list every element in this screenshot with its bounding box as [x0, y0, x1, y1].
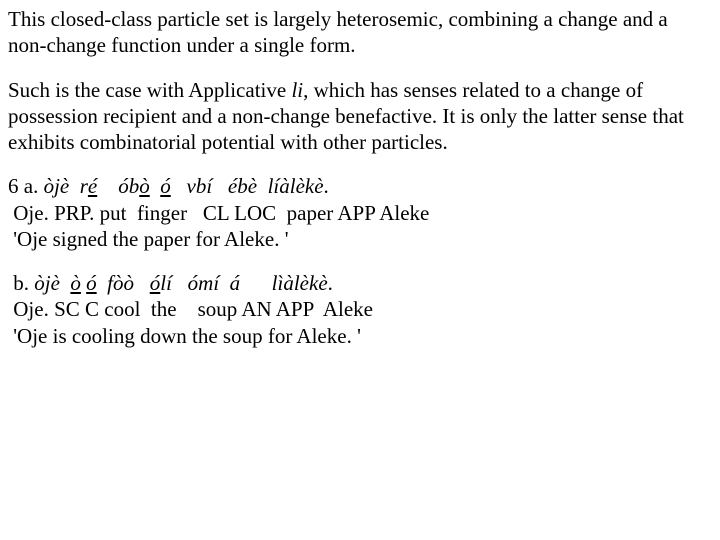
ex6b-w5a: ó	[150, 271, 161, 295]
ex6b-w6: ómí	[188, 271, 220, 295]
ex6a-w3b: ò	[139, 174, 150, 198]
ex6a-w2a: r	[80, 174, 88, 198]
ex6a-dot: .	[324, 174, 329, 198]
ex6a-w1: òjè	[44, 174, 70, 198]
ex6a-w6: ébè	[228, 174, 257, 198]
document-page: This closed-class particle set is largel…	[0, 0, 720, 377]
ex6b-w7: á	[230, 271, 241, 295]
ex6a-w5: vbí	[187, 174, 213, 198]
ex6b-dot: .	[328, 271, 333, 295]
ex6a-w7: líàlèkè	[268, 174, 324, 198]
applicative-li: li	[291, 78, 303, 102]
example-6a-gloss: Oje. PRP. put finger CL LOC paper APP Al…	[8, 200, 710, 226]
example-6a-lead: 6 a.	[8, 174, 44, 198]
ex6b-w4: fòò	[107, 271, 134, 295]
example-6b-gloss: Oje. SC C cool the soup AN APP Aleke	[8, 296, 710, 322]
ex6a-w2b: é	[88, 174, 97, 198]
paragraph-1: This closed-class particle set is largel…	[8, 6, 710, 59]
ex6b-w8: lìàlèkè	[272, 271, 328, 295]
ex6b-w1: òjè	[34, 271, 60, 295]
ex6a-w3a: ób	[118, 174, 139, 198]
example-6b-object: b. òjè ò ó fòò ólí ómí á lìàlèkè.	[8, 270, 710, 296]
example-6b-translation: 'Oje is cooling down the soup for Aleke.…	[8, 323, 710, 349]
example-6a-translation: 'Oje signed the paper for Aleke. '	[8, 226, 710, 252]
ex6b-w5b: lí	[160, 271, 172, 295]
paragraph-2: Such is the case with Applicative li, wh…	[8, 77, 710, 156]
example-6b-lead: b.	[8, 271, 34, 295]
para2-part-a: Such is the case with Applicative	[8, 78, 291, 102]
ex6b-w2: ò	[70, 271, 81, 295]
ex6a-w4: ó	[160, 174, 171, 198]
ex6b-w3: ó	[86, 271, 97, 295]
example-6a-object: 6 a. òjè ré óbò ó vbí ébè líàlèkè.	[8, 173, 710, 199]
example-6a: 6 a. òjè ré óbò ó vbí ébè líàlèkè. Oje. …	[8, 173, 710, 252]
example-6b: b. òjè ò ó fòò ólí ómí á lìàlèkè. Oje. S…	[8, 270, 710, 349]
